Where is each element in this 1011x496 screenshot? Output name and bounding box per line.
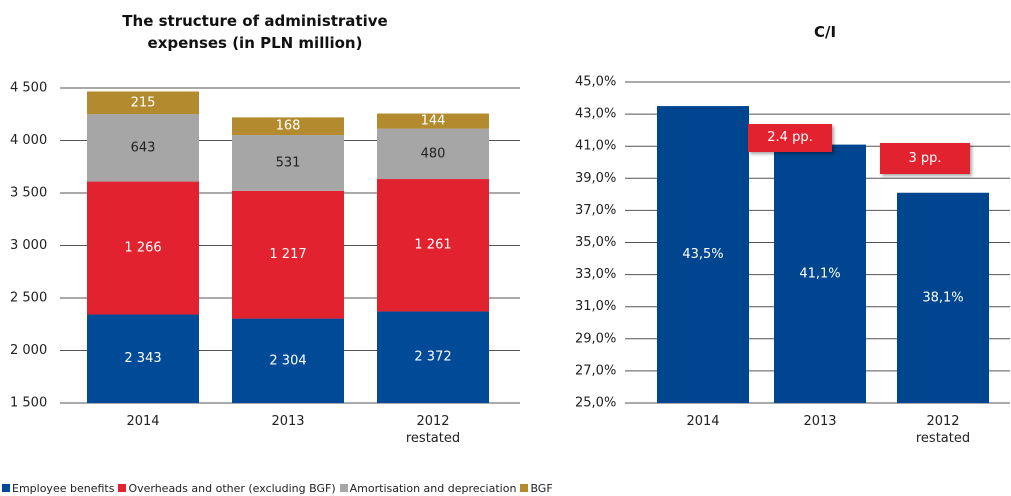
- y-tick-label: 39,0%: [575, 171, 616, 186]
- bar-segment: [232, 190, 344, 319]
- value-label: 2 304: [269, 353, 306, 368]
- bar-segment: [87, 181, 199, 315]
- bar-segment: [232, 135, 344, 191]
- y-tick-label: 25,0%: [575, 396, 616, 411]
- legend-swatch: [520, 484, 529, 492]
- y-tick-label: 27,0%: [575, 363, 616, 378]
- bar-segment: [377, 128, 489, 180]
- value-label: 38,1%: [922, 290, 963, 305]
- value-label: 1 266: [124, 241, 161, 256]
- legend-label: Overheads and other (excluding BGF): [128, 482, 336, 495]
- value-label: 1 261: [414, 238, 451, 253]
- y-tick-label: 2 500: [10, 291, 47, 306]
- legend-swatch: [118, 484, 127, 492]
- value-label: 168: [276, 119, 301, 134]
- value-label: 41,1%: [799, 266, 840, 281]
- bar-segment: [377, 113, 489, 129]
- y-tick-label: 29,0%: [575, 331, 616, 346]
- legend-label: Employee benefits: [12, 482, 115, 495]
- y-tick-label: 45,0%: [575, 75, 616, 90]
- y-tick-label: 37,0%: [575, 203, 616, 218]
- bar-segment: [87, 91, 199, 115]
- x-tick-label: 2012 restated: [405, 414, 461, 446]
- legend-swatch: [2, 484, 10, 492]
- annotation: 3 pp.: [880, 143, 970, 174]
- bar: [657, 106, 749, 403]
- legend-item: Overheads and other (excluding BGF): [118, 482, 336, 495]
- chart-title: C/I: [813, 23, 837, 41]
- legend-item: Amortisation and depreciation: [339, 482, 517, 495]
- value-label: 2 372: [414, 350, 451, 365]
- y-tick-label: 31,0%: [575, 299, 616, 314]
- y-tick-label: 3 000: [10, 238, 47, 253]
- y-tick-label: 33,0%: [575, 267, 616, 282]
- bar: [774, 144, 866, 403]
- bar: [897, 192, 989, 403]
- value-label: 2 343: [124, 351, 161, 366]
- legend-label: Amortisation and depreciation: [349, 482, 517, 495]
- value-label: 215: [131, 95, 156, 110]
- legend-item: BGF: [520, 482, 553, 495]
- x-tick-label: 2014: [686, 414, 720, 429]
- value-label: 144: [421, 114, 446, 129]
- y-tick-label: 41,0%: [575, 139, 616, 154]
- y-tick-label: 3 500: [10, 186, 47, 201]
- value-label: 43,5%: [682, 247, 723, 262]
- bar-segment: [232, 318, 344, 403]
- value-label: 643: [131, 140, 156, 155]
- chart-title: The structure of administrative expenses…: [122, 12, 388, 52]
- bar-segment: [377, 311, 489, 403]
- x-tick-label: 2012 restated: [915, 414, 971, 446]
- legend-swatch: [339, 484, 348, 492]
- y-tick-label: 1 500: [10, 396, 47, 411]
- y-tick-label: 4 000: [10, 133, 47, 148]
- annotation: 2.4 pp.: [748, 124, 832, 152]
- bar-segment: [232, 117, 344, 136]
- x-tick-label: 2013: [803, 414, 837, 429]
- bar-segment: [377, 179, 489, 312]
- value-label: 1 217: [269, 247, 306, 262]
- x-tick-label: 2014: [126, 414, 160, 429]
- value-label: 480: [421, 146, 446, 161]
- bar-segment: [87, 314, 199, 403]
- value-label: 531: [276, 155, 301, 170]
- y-tick-label: 4 500: [10, 81, 47, 96]
- y-tick-label: 2 000: [10, 343, 47, 358]
- legend-label: BGF: [530, 482, 553, 495]
- legend-item: Employee benefits: [2, 482, 114, 495]
- legend: Employee benefits Overheads and other (ex…: [2, 482, 553, 495]
- x-tick-label: 2013: [271, 414, 305, 429]
- y-tick-label: 35,0%: [575, 235, 616, 250]
- bar-segment: [87, 114, 199, 182]
- y-tick-label: 43,0%: [575, 107, 616, 122]
